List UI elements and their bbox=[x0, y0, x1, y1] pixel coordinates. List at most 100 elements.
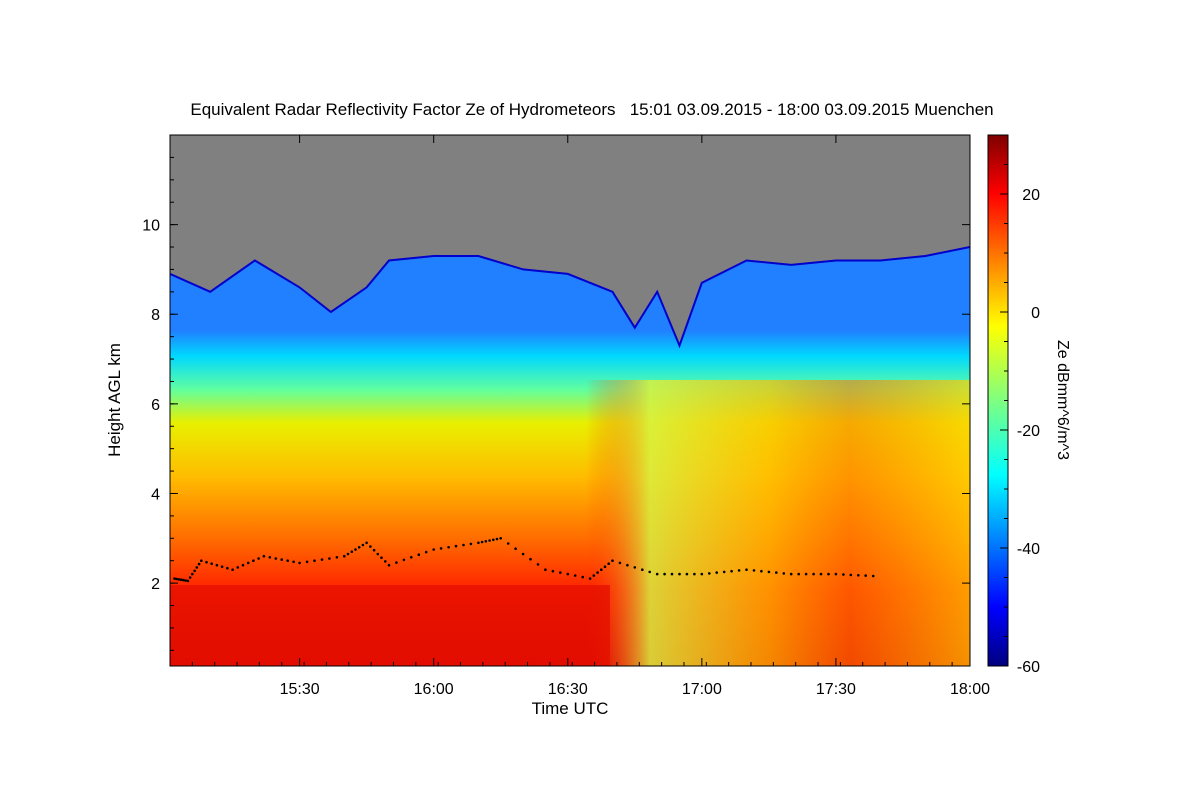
melting-layer-dot bbox=[384, 560, 387, 563]
x-tick-label: 17:30 bbox=[816, 681, 856, 698]
melting-layer-dot bbox=[380, 556, 383, 559]
melting-layer-dot bbox=[268, 556, 272, 559]
melting-layer-dot bbox=[195, 566, 199, 569]
melting-layer-dot bbox=[767, 570, 771, 574]
melting-layer-dot bbox=[313, 559, 316, 562]
melting-layer-dot bbox=[797, 572, 800, 576]
melting-layer-dot bbox=[197, 562, 201, 566]
melting-layer-dot bbox=[782, 572, 786, 575]
melting-layer-dot bbox=[447, 546, 450, 549]
melting-layer-dot bbox=[298, 561, 301, 565]
melting-layer-dot bbox=[559, 571, 562, 574]
melting-layer-dot bbox=[737, 569, 741, 572]
plot-frame bbox=[169, 134, 971, 667]
melting-layer-dot bbox=[722, 570, 726, 574]
melting-layer-dot bbox=[536, 563, 540, 566]
melting-layer-dot bbox=[544, 568, 547, 571]
melting-layer-dot bbox=[357, 546, 361, 549]
melting-layer-dot bbox=[350, 550, 354, 553]
melting-layer-dot bbox=[354, 548, 357, 551]
melting-layer-dot bbox=[252, 559, 255, 562]
melting-layer-dot bbox=[618, 561, 622, 565]
melting-layer-dot bbox=[812, 572, 815, 576]
melting-layer-dot bbox=[328, 557, 331, 560]
melting-layer-dot bbox=[521, 552, 525, 556]
colorbar-tick-label: 20 bbox=[1022, 187, 1040, 204]
melting-layer-dot bbox=[708, 572, 711, 575]
x-tick-label: 16:00 bbox=[414, 681, 454, 698]
melting-layer-dot bbox=[499, 537, 503, 540]
colorbar-label: Ze dBmm^6/m^3 bbox=[1054, 340, 1071, 460]
melting-layer-dot bbox=[387, 563, 391, 567]
melting-layer-dot bbox=[871, 574, 875, 578]
melting-layer-dot bbox=[581, 575, 584, 579]
melting-layer-dot bbox=[678, 572, 681, 576]
melting-layer-dot bbox=[488, 539, 491, 542]
x-axis-label: Time UTC bbox=[532, 699, 609, 718]
colorbar-tick-label: -40 bbox=[1017, 541, 1040, 558]
colorbar-tick-label: -20 bbox=[1017, 423, 1040, 440]
melting-layer-dot bbox=[215, 563, 219, 567]
melting-layer-dot bbox=[432, 548, 436, 551]
melting-layer-dot bbox=[286, 559, 290, 562]
y-tick-label: 8 bbox=[151, 307, 160, 324]
melting-layer-dot bbox=[819, 572, 823, 576]
melting-layer-dot bbox=[280, 558, 284, 561]
melting-layer-dot bbox=[506, 542, 510, 545]
melting-layer-dot bbox=[417, 553, 421, 556]
melting-layer-dot bbox=[335, 556, 339, 559]
melting-layer-dot bbox=[592, 574, 596, 577]
melting-layer-dot bbox=[551, 569, 555, 573]
melting-layer-dot bbox=[177, 578, 181, 581]
melting-layer-dot bbox=[246, 561, 250, 565]
melting-layer-dot bbox=[641, 568, 644, 571]
y-tick-label: 4 bbox=[151, 486, 160, 503]
melting-layer-dot bbox=[529, 557, 532, 561]
melting-layer-dot bbox=[462, 543, 465, 547]
x-tick-label: 16:30 bbox=[548, 681, 588, 698]
y-tick-label: 6 bbox=[151, 397, 160, 414]
melting-layer-dot bbox=[804, 572, 808, 576]
melting-layer-dot bbox=[241, 563, 245, 567]
melting-layer-dot bbox=[484, 540, 488, 543]
melting-layer-dot bbox=[191, 572, 194, 576]
melting-layer-dot bbox=[789, 572, 793, 576]
melting-layer-dot bbox=[402, 558, 406, 562]
melting-layer-dot bbox=[864, 574, 867, 577]
y-axis-label: Height AGL km bbox=[105, 343, 124, 457]
y-tick-label: 10 bbox=[142, 218, 160, 235]
colorbar-axis: 20 0 -20 -40 -60 bbox=[1000, 134, 1040, 676]
melting-layer-dot bbox=[700, 572, 704, 576]
y-axis: 2 4 6 8 10 bbox=[142, 156, 970, 651]
melting-layer-dot bbox=[626, 563, 629, 567]
melting-layer-dot bbox=[566, 572, 570, 576]
melting-layer-dot bbox=[439, 547, 443, 550]
melting-layer-dot bbox=[173, 577, 176, 580]
x-tick-label: 18:00 bbox=[950, 681, 990, 698]
melting-layer-dot bbox=[849, 573, 853, 577]
melting-layer-dot bbox=[361, 543, 365, 547]
melting-layer-dot bbox=[226, 566, 229, 570]
melting-layer-dot bbox=[685, 572, 689, 576]
melting-layer-dot bbox=[220, 565, 224, 568]
colorbar-tick-label: 0 bbox=[1031, 305, 1040, 322]
melting-layer-dot bbox=[752, 569, 756, 572]
x-tick-label: 17:00 bbox=[682, 681, 722, 698]
x-tick-label: 15:30 bbox=[280, 681, 320, 698]
melting-layer-dot bbox=[257, 557, 260, 560]
melting-layer-dot bbox=[179, 578, 183, 581]
melting-layer-dot bbox=[346, 552, 350, 556]
melting-layer-dot bbox=[305, 560, 309, 564]
melting-layer-dot bbox=[607, 562, 610, 565]
melting-layer-dot bbox=[184, 579, 187, 582]
melting-layer-dot bbox=[514, 547, 517, 550]
melting-layer-dot bbox=[372, 548, 376, 552]
melting-layer-dot bbox=[715, 571, 718, 574]
melting-layer-dot bbox=[842, 573, 845, 576]
melting-layer-dot bbox=[611, 559, 614, 562]
melting-layer-dot bbox=[193, 569, 196, 573]
melting-layer-dot bbox=[365, 541, 368, 545]
melting-layer-dot bbox=[775, 571, 778, 574]
melting-layer-dot bbox=[603, 565, 607, 568]
